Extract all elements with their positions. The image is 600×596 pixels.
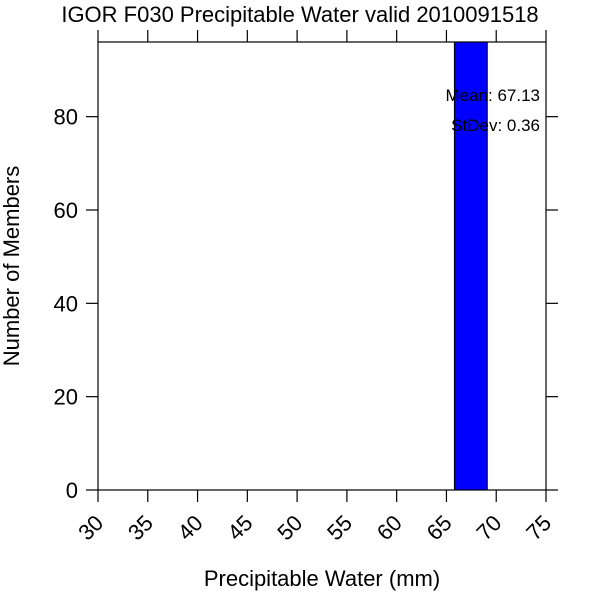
x-tick-label: 30: [73, 510, 108, 545]
bars-group: [453, 41, 488, 491]
x-tick-label: 55: [322, 510, 357, 545]
x-tick-label: 35: [123, 510, 158, 545]
x-tick-label: 50: [272, 510, 307, 545]
y-tick-label: 0: [66, 478, 78, 503]
mean-annotation: Mean: 67.13: [445, 86, 540, 105]
y-tick-label: 40: [54, 291, 78, 316]
y-tick-label: 20: [54, 385, 78, 410]
chart-title: IGOR F030 Precipitable Water valid 20100…: [61, 2, 538, 27]
histogram-bar: [453, 41, 488, 491]
stdev-annotation: StDev: 0.36: [451, 116, 540, 135]
x-axis-label: Precipitable Water (mm): [204, 566, 440, 591]
y-tick-label: 80: [54, 105, 78, 130]
x-tick-label: 45: [223, 510, 258, 545]
plot-frame: [97, 41, 547, 491]
y-axis-ticks: 0 20 40 60 80: [54, 105, 558, 503]
x-tick-label: 70: [471, 510, 506, 545]
x-tick-label: 60: [372, 510, 407, 545]
x-tick-label: 40: [173, 510, 208, 545]
x-tick-label: 75: [521, 510, 556, 545]
y-axis-label: Number of Members: [0, 166, 24, 367]
y-tick-label: 60: [54, 198, 78, 223]
x-tick-label: 65: [422, 510, 457, 545]
